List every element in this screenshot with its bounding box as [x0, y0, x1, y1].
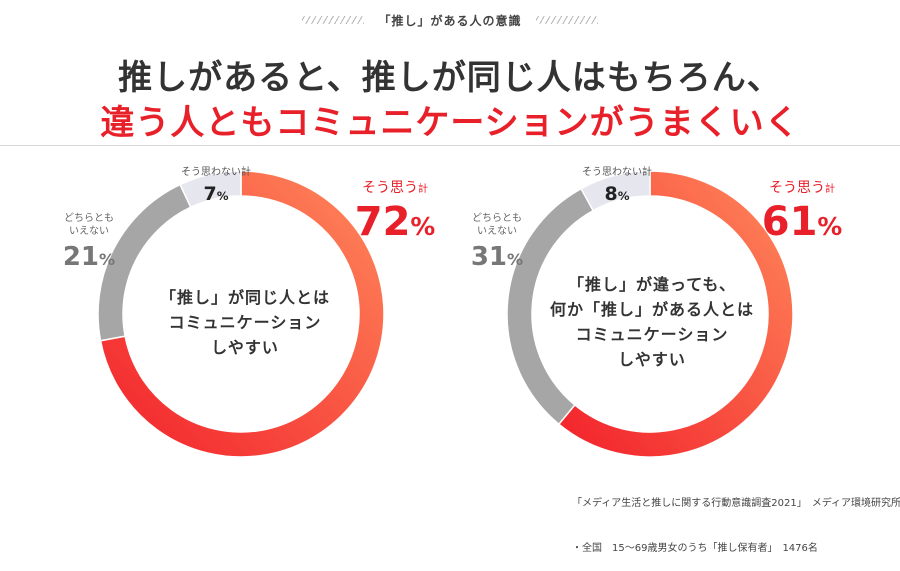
chart1-center-line-1: 「推し」が同じ人とは — [159, 288, 330, 307]
chart2-center-line-1: 「推し」が違っても、 — [568, 275, 736, 294]
chart2-neutral-value: 31% — [470, 242, 524, 272]
donut-chart-2 — [506, 170, 794, 458]
chart1-agree-caption: そう思う計 — [362, 180, 428, 196]
chart2-disagree-value: 8% — [604, 183, 630, 205]
source-line-2: ・全国 15〜69歳男女のうち「推し保有者」 1476名 — [572, 543, 818, 554]
chart2-slice-agree — [557, 170, 794, 458]
chart1-disagree-value: 7% — [203, 183, 229, 205]
chart2-neutral-caption-1: どちらとも — [472, 213, 522, 224]
chart2-neutral-label: どちらとも いえない 31% — [462, 212, 532, 272]
chart1-disagree-caption: そう思わない計 — [181, 167, 251, 178]
chart2-disagree-label: そう思わない計 8% — [567, 166, 667, 205]
chart2-center-line-4: しやすい — [618, 350, 686, 369]
hatch-decoration-left — [302, 16, 365, 24]
chart1-neutral-caption-1: どちらとも — [64, 213, 114, 224]
chart1-center-line-3: しやすい — [211, 338, 279, 357]
donut-chart-1 — [97, 170, 385, 458]
chart2-neutral-caption-2: いえない — [477, 226, 517, 237]
chart2-center-line-2: 何か「推し」がある人とは — [549, 300, 754, 319]
chart2-agree-value: 61% — [761, 199, 843, 245]
chart2-disagree-caption: そう思わない計 — [582, 167, 652, 178]
chart2-center-label: 「推し」が違っても、 何か「推し」がある人とは コミュニケーション しやすい — [536, 272, 768, 372]
donut-charts — [97, 170, 794, 458]
chart1-center-line-2: コミュニケーション — [168, 313, 322, 332]
chart2-center-line-3: コミュニケーション — [575, 325, 729, 344]
headline-line1: 推しがあると、推しが同じ人はもちろん、 — [118, 58, 782, 98]
chart2-agree-label: そう思う計 61% — [759, 177, 845, 245]
chart1-disagree-label: そう思わない計 7% — [166, 166, 266, 205]
chart1-agree-value: 72% — [354, 199, 436, 245]
chart1-center-label: 「推し」が同じ人とは コミュニケーション しやすい — [145, 285, 345, 360]
chart2-slice-disagree — [580, 170, 651, 212]
section-label-text: 「推し」がある人の意識 — [378, 13, 522, 28]
source-line-1: 「メディア生活と推しに関する行動意識調査2021」 メディア環境研究所 — [572, 498, 900, 509]
section-label: 「推し」がある人の意識 — [0, 10, 900, 30]
chart1-neutral-value: 21% — [62, 242, 116, 272]
chart1-slice-disagree — [179, 170, 242, 209]
chart2-agree-caption: そう思う計 — [769, 180, 835, 196]
source-note: 「メディア生活と推しに関する行動意識調査2021」 メディア環境研究所 ・全国 … — [572, 466, 900, 571]
chart1-neutral-caption-2: いえない — [69, 226, 109, 237]
headline-line2: 違う人ともコミュニケーションがうまくいく — [100, 103, 800, 143]
chart1-slice-agree — [99, 170, 385, 458]
hatch-decoration-right — [535, 16, 598, 24]
chart1-neutral-label: どちらとも いえない 21% — [54, 212, 124, 272]
section-divider — [0, 145, 900, 146]
chart1-agree-label: そう思う計 72% — [352, 177, 438, 245]
